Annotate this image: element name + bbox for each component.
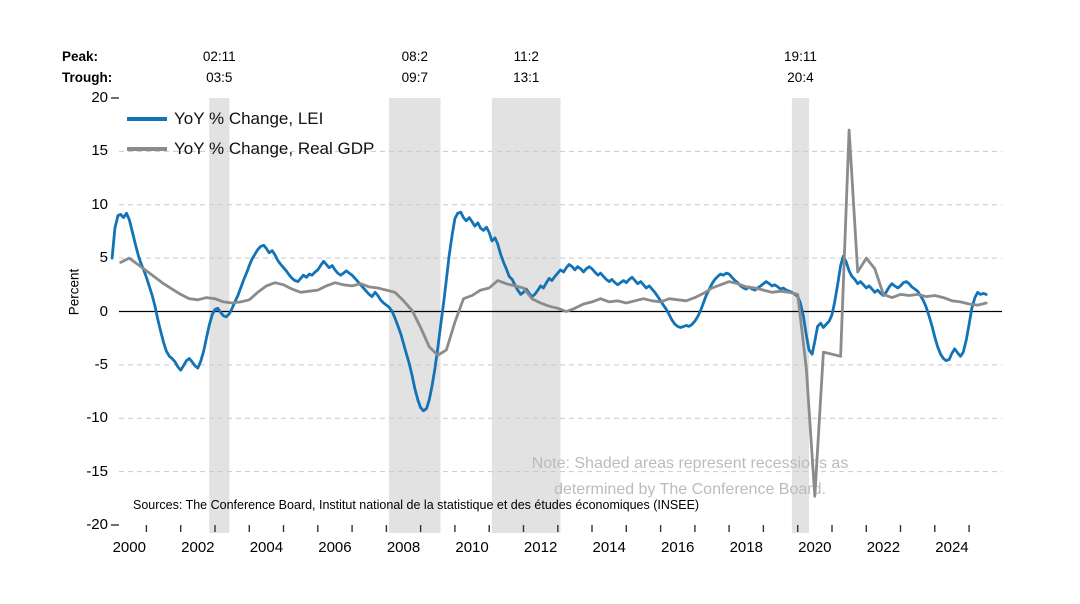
- y-tick-label: 15: [91, 142, 108, 160]
- gridlines-layer: [119, 150, 1002, 473]
- legend-label-lei: YoY % Change, LEI: [174, 109, 324, 128]
- x-tick-label: 2000: [112, 539, 146, 556]
- x-tick-label: 2008: [386, 539, 421, 556]
- y-tick-label: 0: [99, 302, 108, 320]
- x-tick-label: 2022: [866, 539, 901, 556]
- lei-line-swatch: [127, 116, 167, 122]
- y-tick-label: 5: [99, 249, 108, 267]
- lei-line: [110, 210, 988, 413]
- recession-trough-date: 13:1: [513, 70, 540, 85]
- x-tick-label: 2002: [181, 539, 215, 556]
- x-tick-label: 2024: [935, 539, 969, 556]
- gdp-line-swatch: [127, 146, 167, 152]
- recession-peak-date: 08:2: [401, 49, 428, 64]
- legend-item-gdp: YoY % Change, Real GDP: [127, 134, 374, 164]
- sources-note: Sources: The Conference Board, Institut …: [133, 498, 700, 512]
- peak-row-label: Peak:: [62, 49, 99, 64]
- recession-band: [209, 98, 230, 533]
- trough-row-label: Trough:: [62, 70, 113, 85]
- y-tick-label: -10: [86, 409, 108, 427]
- recession-peak-date: 19:11: [784, 49, 817, 64]
- x-tick-label: 2006: [318, 539, 352, 556]
- x-tick-label: 2012: [523, 539, 558, 556]
- x-tick-label: 2020: [798, 539, 832, 556]
- chart-legend: YoY % Change, LEI YoY % Change, Real GDP: [127, 104, 374, 164]
- recession-note-line2: determined by The Conference Board.: [554, 481, 826, 498]
- axis-ticks-layer: [111, 97, 970, 532]
- y-tick-label: 10: [91, 195, 108, 213]
- x-tick-label: 2016: [661, 539, 695, 556]
- gdp-line: [119, 128, 988, 498]
- x-tick-label: 2004: [249, 539, 284, 556]
- recession-peak-date: 02:11: [202, 49, 236, 64]
- x-tick-label: 2014: [592, 539, 626, 556]
- y-tick-label: -5: [94, 355, 108, 373]
- recession-peak-date: 11:2: [513, 49, 539, 64]
- legend-item-lei: YoY % Change, LEI: [127, 104, 374, 134]
- recession-trough-date: 09:7: [401, 70, 428, 85]
- series-lines-layer: [110, 128, 988, 498]
- recession-note-line1: Note: Shaded areas represent recessions …: [532, 455, 849, 472]
- y-tick-label: -15: [86, 462, 108, 480]
- y-tick-label: 20: [91, 89, 108, 106]
- recession-band: [491, 98, 561, 533]
- recession-trough-date: 20:4: [787, 70, 814, 85]
- x-tick-label: 2018: [729, 539, 763, 556]
- legend-label-gdp: YoY % Change, Real GDP: [174, 139, 375, 158]
- recession-trough-date: 03:5: [206, 70, 233, 85]
- x-tick-label: 2010: [455, 539, 489, 556]
- y-tick-label: -20: [86, 516, 108, 533]
